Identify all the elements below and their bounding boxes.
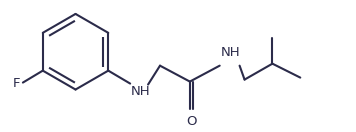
Text: NH: NH	[131, 85, 151, 98]
Text: F: F	[12, 77, 20, 90]
Text: O: O	[186, 115, 197, 128]
Text: NH: NH	[221, 46, 240, 59]
